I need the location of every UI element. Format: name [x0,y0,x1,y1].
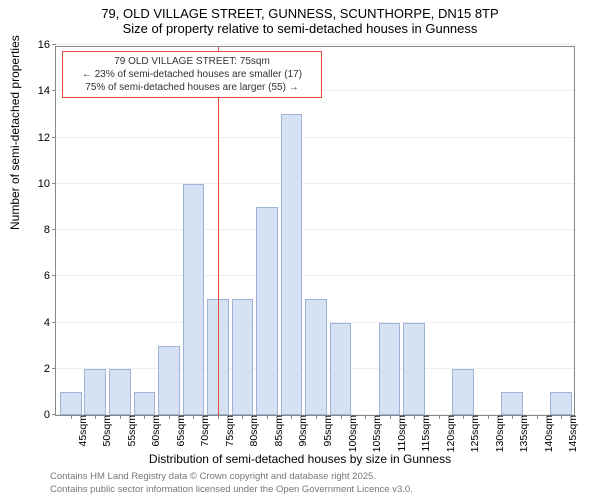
x-tick-label: 50sqm [95,415,113,447]
footer-line-1: Contains HM Land Registry data © Crown c… [50,471,413,483]
x-tick-mark [537,415,538,419]
y-tick-mark [52,229,56,230]
x-tick-mark [463,415,464,419]
title-line-1: 79, OLD VILLAGE STREET, GUNNESS, SCUNTHO… [10,6,590,21]
callout-box: 79 OLD VILLAGE STREET: 75sqm ← 23% of se… [62,51,322,98]
y-tick-label: 16 [38,39,56,51]
histogram-bar [158,346,180,415]
x-tick-label: 100sqm [341,415,359,452]
x-tick-label: 125sqm [463,415,481,452]
footer-line-2: Contains public sector information licen… [50,484,413,496]
x-tick-mark [291,415,292,419]
y-tick-label: 12 [38,132,56,144]
histogram-bar [84,369,106,415]
histogram-bar [403,323,425,416]
y-tick-mark [52,322,56,323]
histogram-bar [134,392,156,415]
x-tick-label: 55sqm [120,415,138,447]
x-tick-label: 60sqm [144,415,162,447]
y-tick-label: 8 [44,224,56,236]
y-tick-mark [52,183,56,184]
x-tick-mark [390,415,391,419]
chart-plot-area: 79 OLD VILLAGE STREET: 75sqm ← 23% of se… [55,46,575,416]
x-tick-label: 70sqm [193,415,211,447]
callout-line-3: 75% of semi-detached houses are larger (… [69,81,315,94]
y-tick-mark [52,44,56,45]
x-tick-label: 80sqm [242,415,260,447]
x-tick-mark [267,415,268,419]
x-tick-mark [169,415,170,419]
title-line-2: Size of property relative to semi-detach… [10,21,590,36]
x-tick-label: 105sqm [365,415,383,452]
histogram-bar [183,184,205,415]
x-tick-mark [439,415,440,419]
y-tick-mark [52,414,56,415]
histogram-bar [109,369,131,415]
x-tick-label: 65sqm [169,415,187,447]
x-tick-label: 85sqm [267,415,285,447]
histogram-bar [501,392,523,415]
x-tick-mark [193,415,194,419]
y-tick-label: 2 [44,363,56,375]
histogram-bar [379,323,401,416]
property-marker-line [218,47,220,415]
gridline [56,275,574,276]
histogram-bar [452,369,474,415]
x-tick-mark [218,415,219,419]
y-tick-label: 0 [44,409,56,421]
x-tick-label: 140sqm [537,415,555,452]
x-tick-mark [120,415,121,419]
x-tick-mark [365,415,366,419]
y-axis-label: Number of semi-detached properties [8,35,22,230]
x-tick-label: 115sqm [414,415,432,452]
gridline [56,44,574,45]
x-tick-label: 135sqm [512,415,530,452]
x-tick-mark [512,415,513,419]
attribution-footer: Contains HM Land Registry data © Crown c… [50,471,413,496]
x-tick-mark [95,415,96,419]
x-tick-mark [488,415,489,419]
y-tick-label: 14 [38,85,56,97]
x-tick-label: 75sqm [218,415,236,447]
x-tick-label: 110sqm [390,415,408,452]
x-tick-label: 45sqm [71,415,89,447]
histogram-bar [232,299,254,415]
x-tick-label: 130sqm [488,415,506,452]
x-tick-mark [71,415,72,419]
gridline [56,229,574,230]
y-tick-mark [52,368,56,369]
x-tick-mark [242,415,243,419]
x-tick-mark [316,415,317,419]
x-tick-label: 120sqm [439,415,457,452]
y-tick-label: 4 [44,317,56,329]
gridline [56,137,574,138]
callout-line-1: 79 OLD VILLAGE STREET: 75sqm [69,55,315,68]
y-tick-label: 10 [38,178,56,190]
x-tick-mark [561,415,562,419]
x-axis-label: Distribution of semi-detached houses by … [0,452,600,466]
x-tick-label: 90sqm [291,415,309,447]
callout-line-2: ← 23% of semi-detached houses are smalle… [69,68,315,81]
x-tick-mark [144,415,145,419]
y-tick-mark [52,137,56,138]
histogram-bar [330,323,352,416]
gridline [56,183,574,184]
histogram-bar [256,207,278,415]
x-tick-mark [341,415,342,419]
x-tick-mark [414,415,415,419]
y-tick-mark [52,90,56,91]
histogram-bar [305,299,327,415]
histogram-bar [281,114,303,415]
x-tick-label: 145sqm [561,415,579,452]
y-tick-mark [52,275,56,276]
histogram-bar [550,392,572,415]
x-tick-label: 95sqm [316,415,334,447]
histogram-bar [60,392,82,415]
y-tick-label: 6 [44,270,56,282]
